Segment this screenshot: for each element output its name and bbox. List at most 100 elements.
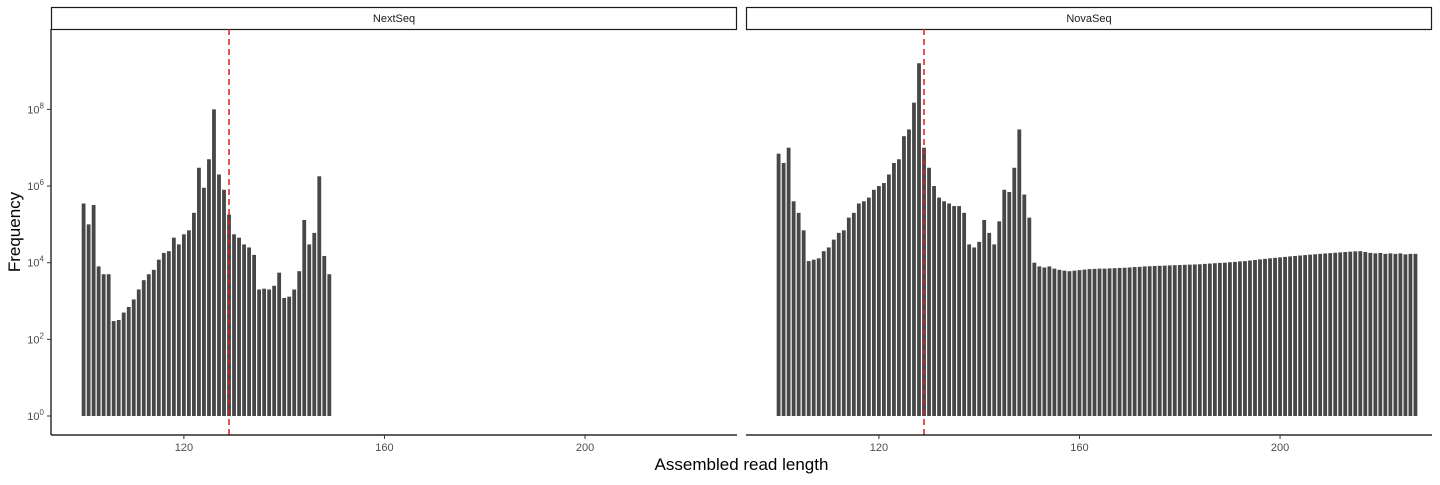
bar-130	[927, 167, 931, 416]
y-tick-label: 102	[27, 331, 44, 346]
bar-107	[811, 259, 816, 416]
bar-108	[816, 258, 821, 416]
bar-131	[237, 237, 241, 416]
bar-207	[1313, 254, 1318, 416]
bar-145	[1002, 189, 1007, 416]
bar-202	[1288, 256, 1292, 416]
bar-154	[1047, 266, 1052, 416]
bar-131	[932, 186, 936, 416]
bar-155	[1052, 268, 1057, 416]
bar-116	[856, 203, 861, 416]
bar-158	[1067, 271, 1072, 416]
bar-220	[1378, 252, 1383, 416]
bar-103	[791, 201, 796, 416]
bar-139	[277, 272, 282, 416]
bar-101	[781, 162, 786, 416]
bar-160	[1077, 270, 1082, 416]
bar-125	[207, 159, 211, 417]
bar-114	[846, 217, 851, 416]
bar-185	[1202, 263, 1207, 416]
bar-208	[1318, 253, 1323, 416]
bar-227	[1413, 253, 1418, 416]
bar-144	[997, 221, 1002, 416]
y-tick-label: 100	[27, 408, 44, 423]
bar-176	[1157, 265, 1162, 416]
bar-136	[957, 206, 962, 416]
bar-117	[861, 201, 866, 416]
bar-130	[232, 234, 236, 416]
x-tick-label: 160	[375, 442, 393, 454]
bar-179	[1172, 265, 1177, 416]
bar-153	[1042, 267, 1047, 416]
bar-118	[866, 197, 871, 416]
bar-104	[101, 274, 106, 416]
bar-143	[297, 271, 302, 416]
bar-199	[1273, 257, 1277, 416]
bar-197	[1263, 258, 1267, 416]
bar-104	[796, 212, 801, 416]
bar-133	[247, 247, 251, 416]
bar-109	[126, 306, 131, 416]
bar-115	[156, 259, 161, 416]
bar-151	[1032, 262, 1037, 416]
bar-145	[307, 244, 312, 416]
bar-214	[1348, 251, 1353, 416]
y-tick-label: 104	[27, 255, 44, 270]
x-tick-label: 200	[576, 442, 594, 454]
bar-224	[1398, 253, 1403, 416]
bar-134	[252, 254, 256, 416]
bar-170	[1127, 267, 1132, 416]
bar-series	[776, 63, 1418, 417]
bar-218	[1368, 252, 1373, 416]
bar-138	[967, 244, 972, 416]
bar-132	[937, 197, 941, 416]
bar-137	[267, 289, 272, 416]
bar-149	[327, 274, 332, 416]
bar-116	[161, 252, 166, 416]
bar-157	[1062, 270, 1067, 416]
bar-161	[1082, 269, 1087, 416]
panel-novaseq: NovaSeq 120 160 200	[745, 6, 1433, 454]
bar-111	[136, 289, 141, 416]
facet-strip	[50, 6, 738, 31]
bar-126	[212, 109, 216, 417]
bar-166	[1107, 268, 1112, 416]
bar-211	[1333, 252, 1338, 416]
bar-139	[972, 247, 977, 416]
bar-120	[876, 186, 881, 416]
bar-127	[912, 102, 916, 417]
bar-175	[1152, 266, 1157, 416]
bar-172	[1137, 266, 1142, 416]
bar-126	[907, 129, 911, 416]
bar-165	[1102, 268, 1107, 416]
panel-nextseq: NextSeq 100 102 104 106 108 120 160 200	[27, 6, 738, 454]
bar-164	[1097, 268, 1102, 416]
bar-221	[1383, 253, 1388, 416]
bar-206	[1308, 254, 1313, 416]
bar-216	[1358, 251, 1363, 416]
y-tick-label: 106	[27, 178, 44, 193]
bar-138	[272, 285, 277, 416]
bar-184	[1197, 264, 1202, 416]
bar-171	[1132, 267, 1137, 416]
bar-186	[1207, 263, 1212, 416]
bar-188	[1217, 262, 1222, 416]
bar-189	[1222, 262, 1227, 416]
bar-135	[257, 289, 262, 416]
bar-103	[96, 266, 101, 416]
bar-222	[1388, 253, 1393, 416]
bar-102	[786, 147, 791, 416]
bar-117	[166, 251, 171, 416]
bar-162	[1087, 269, 1092, 416]
bar-113	[841, 230, 846, 416]
bar-106	[111, 321, 116, 416]
bar-177	[1162, 265, 1167, 416]
bar-144	[302, 220, 307, 416]
bar-136	[262, 288, 267, 416]
bar-167	[1112, 268, 1117, 416]
bar-217	[1363, 252, 1368, 416]
bar-142	[987, 232, 992, 416]
bar-147	[1012, 167, 1017, 416]
bar-181	[1182, 264, 1187, 416]
